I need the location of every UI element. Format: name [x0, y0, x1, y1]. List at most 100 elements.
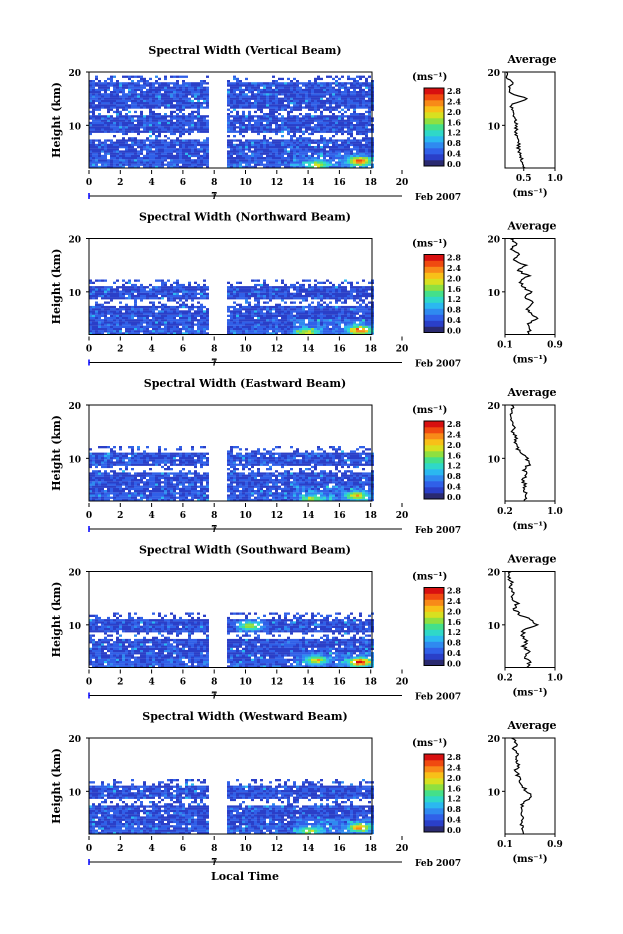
heatmap-cell	[257, 324, 260, 326]
heatmap-cell	[143, 148, 146, 150]
heatmap-cell	[161, 102, 164, 104]
heatmap-cell	[128, 84, 131, 86]
heatmap-cell	[164, 98, 167, 100]
heatmap-cell	[269, 131, 272, 133]
heatmap-cell	[260, 293, 263, 295]
heatmap-cell	[251, 319, 254, 321]
heatmap-cell	[122, 326, 125, 328]
heatmap-cell	[161, 128, 164, 130]
heatmap-cell	[362, 155, 365, 157]
heatmap-cell	[119, 131, 122, 133]
heatmap-cell	[284, 91, 287, 93]
colorbar-segment	[424, 327, 444, 333]
heatmap-cell	[200, 106, 203, 108]
heatmap-cell	[287, 113, 290, 115]
heatmap-cell	[272, 139, 275, 141]
heatmap-cell	[203, 321, 206, 323]
heatmap-cell	[197, 164, 200, 166]
heatmap-cell	[179, 286, 182, 288]
heatmap-cell	[92, 477, 95, 479]
heatmap-cell	[125, 109, 128, 111]
heatmap-cell	[143, 91, 146, 93]
heatmap-cell	[260, 117, 263, 119]
heatmap-cell	[311, 317, 314, 319]
heatmap-cell	[137, 308, 140, 310]
heatmap-cell	[110, 310, 113, 312]
heatmap-cell	[272, 326, 275, 328]
heatmap-cell	[266, 319, 269, 321]
heatmap-cell	[296, 93, 299, 95]
heatmap-cell	[311, 328, 314, 330]
heatmap-cell	[356, 313, 359, 315]
heatmap-cell	[125, 128, 128, 130]
heatmap-cell	[347, 139, 350, 141]
heatmap-cell	[266, 155, 269, 157]
heatmap-cell	[167, 315, 170, 317]
heatmap-cell	[155, 124, 158, 126]
heatmap-cell	[299, 137, 302, 139]
heatmap-cell	[314, 328, 317, 330]
heatmap-cell	[179, 124, 182, 126]
heatmap-cell	[278, 91, 281, 93]
heatmap-cell	[329, 128, 332, 130]
heatmap-cell	[128, 115, 131, 117]
heatmap-cell	[119, 91, 122, 93]
heatmap-cell	[299, 155, 302, 157]
heatmap-cell	[143, 84, 146, 86]
heatmap-cell	[158, 280, 161, 282]
heatmap-cell	[119, 321, 122, 323]
heatmap-cell	[191, 111, 194, 113]
heatmap-cell	[140, 115, 143, 117]
heatmap-cell	[248, 87, 251, 89]
heatmap-cell	[104, 122, 107, 124]
heatmap-cell	[302, 280, 305, 282]
heatmap-cell	[320, 330, 323, 332]
heatmap-cell	[104, 157, 107, 159]
heatmap-cell	[125, 155, 128, 157]
heatmap-cell	[170, 142, 173, 144]
heatmap-cell	[140, 317, 143, 319]
heatmap-cell	[245, 310, 248, 312]
heatmap-cell	[167, 308, 170, 310]
heatmap-cell	[320, 117, 323, 119]
heatmap-cell	[296, 102, 299, 104]
heatmap-cell	[92, 295, 95, 297]
heatmap-cell	[203, 164, 206, 166]
heatmap-cell	[359, 144, 362, 146]
heatmap-cell	[116, 104, 119, 106]
heatmap-cell	[194, 297, 197, 299]
heatmap-cell	[359, 87, 362, 89]
heatmap-cell	[353, 109, 356, 111]
heatmap-cell	[182, 115, 185, 117]
heatmap-cell	[101, 120, 104, 122]
heatmap-cell	[149, 91, 152, 93]
heatmap-cell	[110, 100, 113, 102]
heatmap-cell	[140, 306, 143, 308]
heatmap-cell	[200, 95, 203, 97]
heatmap-cell	[227, 157, 230, 159]
heatmap-cell	[287, 155, 290, 157]
heatmap-cell	[308, 280, 311, 282]
heatmap-cell	[104, 310, 107, 312]
heatmap-cell	[173, 104, 176, 106]
heatmap-cell	[260, 102, 263, 104]
heatmap-cell	[173, 148, 176, 150]
heatmap-cell	[290, 313, 293, 315]
heatmap-cell	[368, 93, 371, 95]
heatmap-cell	[188, 291, 191, 293]
heatmap-cell	[107, 150, 110, 152]
heatmap-cell	[308, 317, 311, 319]
heatmap-cell	[170, 315, 173, 317]
heatmap-cell	[158, 117, 161, 119]
heatmap-cell	[335, 150, 338, 152]
heatmap-cell	[188, 106, 191, 108]
heatmap-cell	[338, 155, 341, 157]
heatmap-cell	[116, 113, 119, 115]
heatmap-cell	[263, 139, 266, 141]
heatmap-cell	[101, 95, 104, 97]
heatmap-cell	[134, 120, 137, 122]
heatmap-cell	[332, 126, 335, 128]
heatmap-cell	[113, 308, 116, 310]
heatmap-cell	[119, 295, 122, 297]
heatmap-cell	[128, 310, 131, 312]
